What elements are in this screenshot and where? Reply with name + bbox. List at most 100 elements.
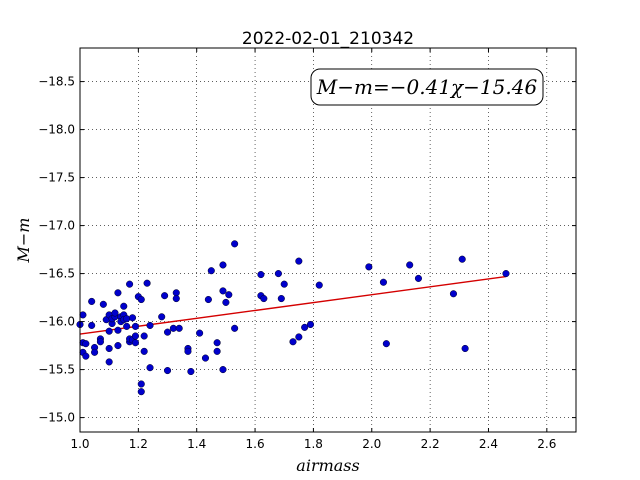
data-point xyxy=(146,364,154,372)
data-point xyxy=(123,315,131,323)
data-point xyxy=(161,292,169,300)
data-point xyxy=(99,300,107,308)
y-tick-label: −16.5 xyxy=(38,267,75,281)
data-point xyxy=(187,367,195,376)
x-tick-label: 1.6 xyxy=(246,437,265,451)
data-point xyxy=(111,309,119,317)
data-point xyxy=(105,327,113,335)
data-point xyxy=(140,332,148,340)
chart-title: 2022-02-01_210342 xyxy=(242,29,414,49)
data-point xyxy=(114,289,122,297)
data-point xyxy=(163,367,172,375)
data-point xyxy=(204,295,212,304)
data-point xyxy=(126,280,134,288)
data-point xyxy=(158,313,166,321)
axis-ticks: 1.0 1.2 1.4 1.6 1.8 2.0 2.2 2.4 2.6 −15.0 −15.5 −16… xyxy=(38,48,576,451)
data-point xyxy=(277,295,285,303)
scatter-points xyxy=(76,240,510,396)
y-tick-label: −18.0 xyxy=(38,123,75,137)
plot-frame xyxy=(79,47,577,433)
data-point xyxy=(315,281,323,289)
y-tick-label: −15.5 xyxy=(38,363,75,377)
x-axis-label: airmass xyxy=(296,456,359,475)
data-point xyxy=(114,342,122,350)
data-point xyxy=(365,263,373,271)
data-point xyxy=(213,347,221,355)
annotation-box xyxy=(310,68,544,106)
data-point xyxy=(172,295,180,303)
data-point xyxy=(120,302,128,310)
data-point xyxy=(449,290,458,298)
data-point xyxy=(131,332,139,340)
y-tick-label: −15.0 xyxy=(38,411,75,425)
data-point xyxy=(128,314,137,322)
data-point xyxy=(79,311,87,319)
data-point xyxy=(123,322,131,330)
data-point xyxy=(458,255,466,263)
data-point xyxy=(295,257,303,265)
x-tick-label: 1.2 xyxy=(129,437,148,451)
x-tick-label: 1.0 xyxy=(70,437,89,451)
data-point xyxy=(131,339,139,347)
y-tick-label: −18.5 xyxy=(38,75,75,89)
data-point xyxy=(137,380,145,388)
data-point xyxy=(140,347,148,355)
data-point xyxy=(382,340,390,348)
data-point xyxy=(137,295,145,304)
data-point xyxy=(91,348,99,356)
data-point xyxy=(257,271,265,279)
data-point xyxy=(231,324,239,332)
x-tick-label: 2.6 xyxy=(537,437,556,451)
data-point xyxy=(196,329,204,337)
data-point xyxy=(184,347,192,355)
y-tick-label: −17.0 xyxy=(38,219,75,233)
data-point xyxy=(105,358,113,366)
data-point xyxy=(96,338,104,346)
data-point xyxy=(219,287,227,295)
data-point xyxy=(213,339,221,347)
data-point xyxy=(225,291,233,299)
x-tick-label: 1.4 xyxy=(187,437,206,451)
x-tick-label: 2.4 xyxy=(479,437,498,451)
data-point xyxy=(295,333,303,341)
data-point xyxy=(131,322,139,330)
data-point xyxy=(414,274,422,282)
data-point xyxy=(163,328,172,336)
y-tick-label: −17.5 xyxy=(38,171,75,185)
data-point xyxy=(143,279,151,287)
grid-lines xyxy=(79,48,576,432)
data-point xyxy=(461,344,469,353)
data-point xyxy=(379,278,387,286)
data-point xyxy=(219,366,227,374)
data-point xyxy=(82,340,90,348)
data-point xyxy=(231,240,239,248)
annotation-text: M−m=−0.41χ−15.46 xyxy=(316,75,538,99)
data-point xyxy=(114,326,122,334)
data-point xyxy=(207,267,215,275)
data-point xyxy=(502,270,510,278)
x-tick-label: 1.8 xyxy=(304,437,323,451)
data-point xyxy=(301,323,309,331)
data-point xyxy=(175,324,183,332)
data-point xyxy=(146,321,154,329)
data-point xyxy=(274,270,282,278)
data-point xyxy=(406,261,414,269)
data-point xyxy=(260,295,268,303)
x-tick-label: 2.0 xyxy=(362,437,381,451)
data-point xyxy=(201,354,210,362)
data-point xyxy=(105,344,113,353)
fit-equation-annotation: M−m=−0.41χ−15.46 xyxy=(310,68,544,106)
data-point xyxy=(82,352,90,360)
data-point xyxy=(289,338,297,346)
data-point xyxy=(222,298,230,306)
data-point xyxy=(306,320,315,329)
data-point xyxy=(280,280,288,288)
data-point xyxy=(219,261,227,269)
data-point xyxy=(137,388,145,396)
x-tick-label: 2.2 xyxy=(421,437,440,451)
y-tick-label: −16.0 xyxy=(38,315,75,329)
data-point xyxy=(88,297,96,305)
y-axis-label: M−m xyxy=(14,218,33,264)
data-point xyxy=(88,321,96,329)
